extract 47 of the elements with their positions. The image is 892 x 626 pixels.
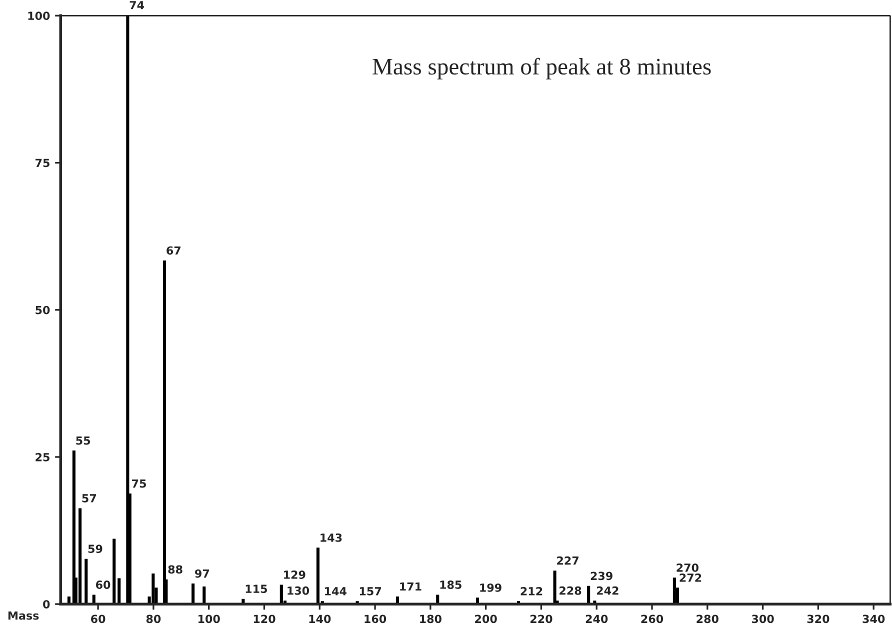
- text: Mass spectrum of peak at 8 minutes: [372, 58, 711, 80]
- x-tick-label: 120: [254, 614, 276, 624]
- annotation: 171: [400, 582, 422, 591]
- x-tick-label: 220: [530, 614, 552, 624]
- annotation: 55: [76, 436, 90, 445]
- annotation: 88: [168, 565, 182, 574]
- x-tick-label: 160: [364, 614, 386, 624]
- annotation: 59: [88, 544, 102, 554]
- annotation: 129: [284, 570, 306, 579]
- x-tick-label: 60: [91, 614, 106, 624]
- annotation: 57: [82, 494, 96, 502]
- x-tick-label: 260: [641, 614, 664, 624]
- annotation: 115: [246, 584, 267, 594]
- x-tick-label: 180: [420, 614, 442, 624]
- x-tick-label: 280: [696, 614, 718, 624]
- x-tick-label: 320: [807, 614, 830, 624]
- annotation: 60: [96, 580, 110, 589]
- x-tick-label: 300: [752, 614, 774, 624]
- annotation: 272: [680, 573, 702, 582]
- x-tick-label: 80: [146, 614, 161, 624]
- x-tick-label: 100: [198, 614, 220, 624]
- annotation: 242: [596, 586, 618, 595]
- x-tick-label: 340: [862, 614, 885, 624]
- annotation: 67: [166, 246, 180, 255]
- y-tick-label: 50: [36, 306, 50, 314]
- x-axis-title: Mass: [8, 611, 39, 620]
- x-tick-label: 140: [309, 614, 331, 624]
- y-tick-label: 100: [28, 12, 50, 20]
- annotation: 270: [676, 563, 698, 572]
- annotation: 199: [480, 583, 502, 592]
- annotation: 97: [195, 569, 210, 578]
- x-tick-label: 200: [475, 614, 497, 624]
- y-tick-label: 0: [43, 600, 50, 608]
- x-tick-label: 240: [586, 614, 608, 624]
- annotation: 143: [320, 533, 342, 542]
- annotation: 144: [325, 587, 346, 596]
- annotation: 130: [288, 586, 310, 595]
- annotation: 227: [557, 556, 578, 565]
- annotation: 185: [440, 580, 462, 589]
- annotation: 228: [560, 586, 582, 595]
- annotation: 212: [520, 587, 542, 596]
- annotation: 75: [132, 479, 146, 488]
- annotation: 74: [130, 1, 144, 10]
- y-tick-label: 75: [36, 158, 50, 168]
- y-tick-label: 25: [36, 452, 50, 462]
- annotation: 157: [360, 587, 381, 596]
- annotation: 239: [590, 572, 612, 580]
